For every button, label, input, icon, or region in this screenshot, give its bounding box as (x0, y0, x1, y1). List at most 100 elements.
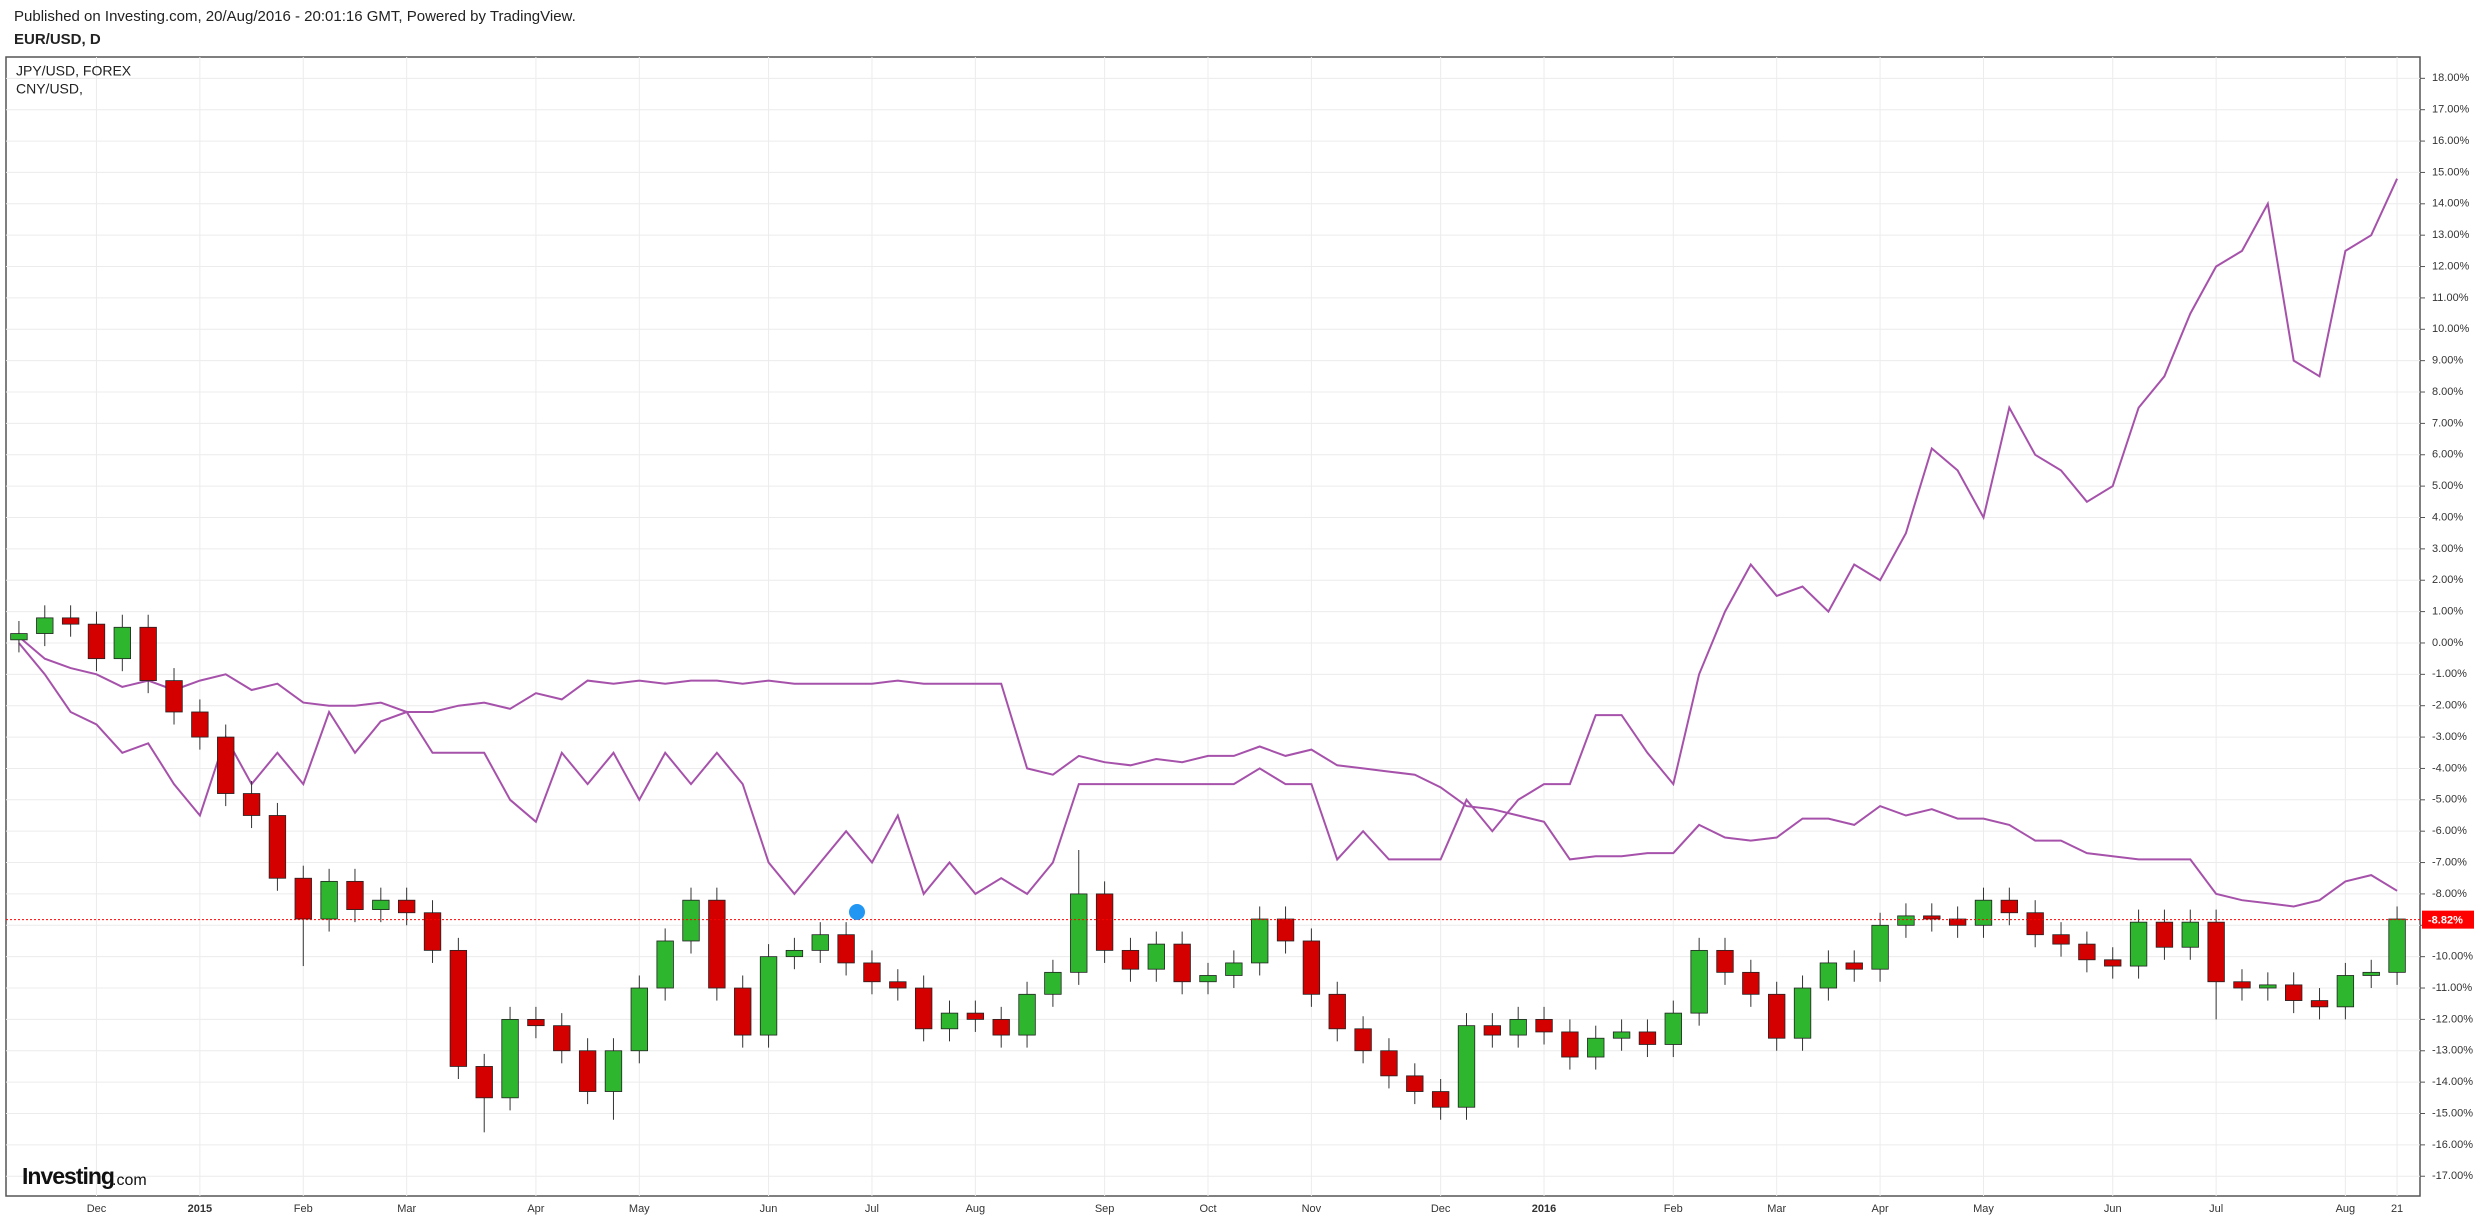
candle-body (811, 934, 829, 951)
candle-body (1716, 949, 1734, 973)
y-tick-label: 14.00% (2432, 198, 2470, 210)
candle-body (1328, 993, 1346, 1030)
candle-body (1638, 1031, 1657, 1045)
candle-body (2233, 981, 2251, 989)
candle-body (1121, 949, 1140, 970)
candle-body (1406, 1075, 1424, 1092)
y-tick-label: -15.00% (2432, 1107, 2473, 1119)
x-tick-label: Oct (1199, 1203, 1216, 1215)
y-tick-label: -4.00% (2432, 762, 2467, 774)
candle-body (1225, 962, 1243, 976)
candle-body (837, 934, 855, 964)
x-tick-label: Jul (2209, 1203, 2223, 1215)
candle-body (320, 880, 338, 920)
candle-body (449, 949, 468, 1067)
candle-body (1664, 1012, 1682, 1045)
candle-body (1070, 893, 1088, 973)
x-tick-label: Dec (1431, 1203, 1451, 1215)
candle-body (2129, 921, 2148, 967)
grid (6, 57, 2420, 1196)
candle-body (2155, 921, 2174, 948)
candle-body (1690, 949, 1708, 1014)
candle-body (191, 711, 209, 738)
y-tick-label: 17.00% (2432, 104, 2470, 116)
candle-body (2285, 984, 2303, 1001)
legend-entry: JPY/USD, FOREX (16, 63, 132, 79)
y-tick-label: 8.00% (2432, 386, 2463, 398)
y-tick-label: -7.00% (2432, 856, 2467, 868)
candle-body (630, 987, 648, 1052)
candle-body (1018, 993, 1036, 1036)
candle-body (578, 1050, 597, 1092)
candle-body (1948, 918, 1967, 926)
x-tick-label: Mar (397, 1203, 416, 1215)
x-tick-label: Feb (294, 1203, 313, 1215)
candle-body (2000, 899, 2019, 914)
series-line (18, 178, 2399, 896)
candle-body (1923, 915, 1941, 920)
candle-body (1147, 943, 1165, 970)
candle-body (501, 1018, 519, 1099)
x-tick-label: Jul (865, 1203, 879, 1215)
x-tick-label: May (1973, 1203, 1994, 1215)
candle-body (889, 981, 907, 989)
x-tick-label: 2016 (1532, 1203, 1556, 1215)
candle-body (1276, 918, 1295, 942)
x-tick-label: Jun (760, 1203, 778, 1215)
y-tick-label: -1.00% (2432, 668, 2467, 680)
y-tick-label: 6.00% (2432, 449, 2463, 461)
event-marker-dot[interactable] (849, 904, 865, 920)
candle-body (734, 987, 752, 1036)
candle-body (1974, 899, 1993, 926)
candle-body (940, 1012, 959, 1030)
candle-body (36, 617, 54, 634)
candle-body (1897, 915, 1915, 926)
y-tick-label: -6.00% (2432, 825, 2467, 837)
candle-body (139, 626, 157, 682)
y-tick-label: -3.00% (2432, 731, 2467, 743)
candle-body (1561, 1031, 1579, 1058)
header: Published on Investing.com, 20/Aug/2016 … (14, 8, 576, 25)
candle-body (2078, 943, 2096, 961)
candle-body (1199, 975, 1217, 983)
y-tick-label: -2.00% (2432, 700, 2467, 712)
y-tick-label: 18.00% (2432, 72, 2470, 84)
candle-body (1483, 1025, 1502, 1036)
candle-body (1587, 1037, 1605, 1058)
x-tick-label: Mar (1767, 1203, 1786, 1215)
candle-body (1457, 1025, 1476, 1108)
candle-body (1173, 943, 1191, 983)
candle-body (863, 962, 881, 983)
y-tick-label: -14.00% (2432, 1076, 2473, 1088)
candle-body (1380, 1050, 1398, 1077)
y-tick-label: 5.00% (2432, 480, 2463, 492)
candle-body (682, 899, 700, 942)
candle-body (2259, 984, 2277, 989)
last-value-label: -8.82% (2428, 915, 2463, 927)
candle-body (2104, 959, 2122, 967)
x-tick-label: Apr (527, 1203, 544, 1215)
candle-body (914, 987, 933, 1030)
candle-body (992, 1018, 1010, 1036)
y-tick-label: -16.00% (2432, 1139, 2473, 1151)
candle-body (527, 1018, 545, 1027)
last-value-box (2422, 910, 2474, 929)
candle-body (2362, 971, 2380, 976)
candle-body (372, 899, 390, 911)
logo-suffix: .com (112, 1172, 147, 1189)
candle-body (1509, 1018, 1527, 1036)
candle-body (656, 940, 674, 989)
y-tick-label: 12.00% (2432, 260, 2470, 272)
candle-body (1793, 987, 1812, 1039)
y-tick-label: 9.00% (2432, 355, 2463, 367)
y-tick-label: 11.00% (2432, 292, 2469, 304)
x-tick-label: Dec (87, 1203, 107, 1215)
y-tick-label: 15.00% (2432, 166, 2470, 178)
candle-body (61, 617, 80, 625)
candle-body (268, 815, 287, 879)
x-tick-label: Aug (2336, 1203, 2356, 1215)
x-tick-label: Jun (2104, 1203, 2122, 1215)
series-line (18, 635, 2398, 908)
y-tick-label: 13.00% (2432, 229, 2470, 241)
